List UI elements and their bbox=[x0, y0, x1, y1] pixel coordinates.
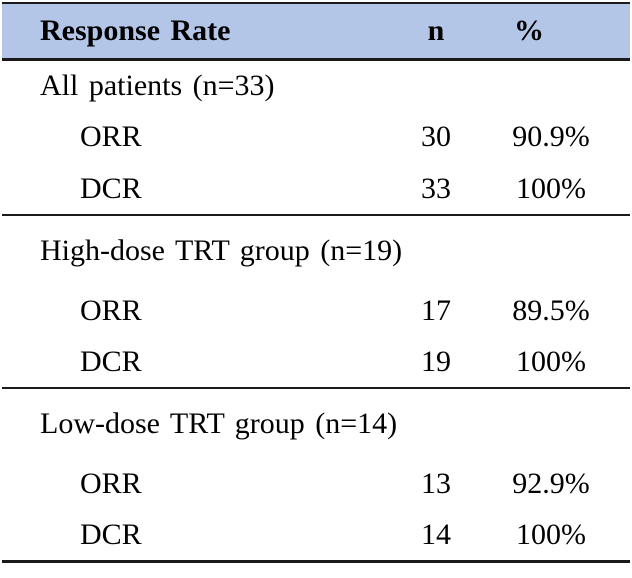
row-label: DCR bbox=[80, 171, 142, 205]
table-row: ORR 17 89.5% bbox=[2, 285, 630, 337]
header-percent: % bbox=[482, 3, 630, 61]
row-pct-value: 100% bbox=[516, 345, 586, 378]
response-rate-table: Response Rate n % All patients (n=33) OR… bbox=[2, 2, 630, 563]
row-label: DCR bbox=[80, 517, 142, 551]
row-n-value: 30 bbox=[421, 120, 451, 153]
row-pct-value: 89.5% bbox=[512, 294, 590, 327]
group-title-row: Low-dose TRT group (n=14) bbox=[2, 388, 630, 458]
group-title: Low-dose TRT group (n=14) bbox=[40, 406, 398, 440]
table-row: ORR 13 92.9% bbox=[2, 458, 630, 510]
row-n-value: 19 bbox=[421, 345, 451, 378]
header-row: Response Rate n % bbox=[2, 3, 630, 61]
row-pct-value: 92.9% bbox=[512, 467, 590, 500]
row-label: ORR bbox=[80, 120, 142, 153]
group-title-row: High-dose TRT group (n=19) bbox=[2, 215, 630, 285]
section-all-patients: All patients (n=33) ORR 30 90.9% DCR 33 … bbox=[2, 59, 630, 215]
group-title-row: All patients (n=33) bbox=[2, 59, 630, 111]
row-n-value: 33 bbox=[421, 171, 451, 205]
section-high-dose-trt: High-dose TRT group (n=19) ORR 17 89.5% … bbox=[2, 215, 630, 388]
row-label: DCR bbox=[80, 345, 142, 378]
table-row: ORR 30 90.9% bbox=[2, 111, 630, 163]
row-label: ORR bbox=[80, 294, 142, 327]
table-row: DCR 14 100% bbox=[2, 510, 630, 561]
header-response-rate: Response Rate bbox=[2, 3, 390, 61]
row-label: ORR bbox=[80, 467, 142, 500]
group-title: High-dose TRT group (n=19) bbox=[40, 233, 403, 267]
group-title: All patients (n=33) bbox=[40, 68, 275, 102]
header-n: n bbox=[390, 3, 482, 61]
row-n-value: 17 bbox=[421, 294, 451, 327]
row-pct-value: 90.9% bbox=[512, 120, 590, 153]
table-header: Response Rate n % bbox=[2, 3, 630, 61]
table-row: DCR 19 100% bbox=[2, 337, 630, 388]
row-pct-value: 100% bbox=[516, 517, 586, 551]
section-low-dose-trt: Low-dose TRT group (n=14) ORR 13 92.9% D… bbox=[2, 388, 630, 561]
table-row: DCR 33 100% bbox=[2, 163, 630, 215]
row-pct-value: 100% bbox=[516, 171, 586, 205]
row-n-value: 13 bbox=[421, 467, 451, 500]
row-n-value: 14 bbox=[421, 517, 451, 551]
